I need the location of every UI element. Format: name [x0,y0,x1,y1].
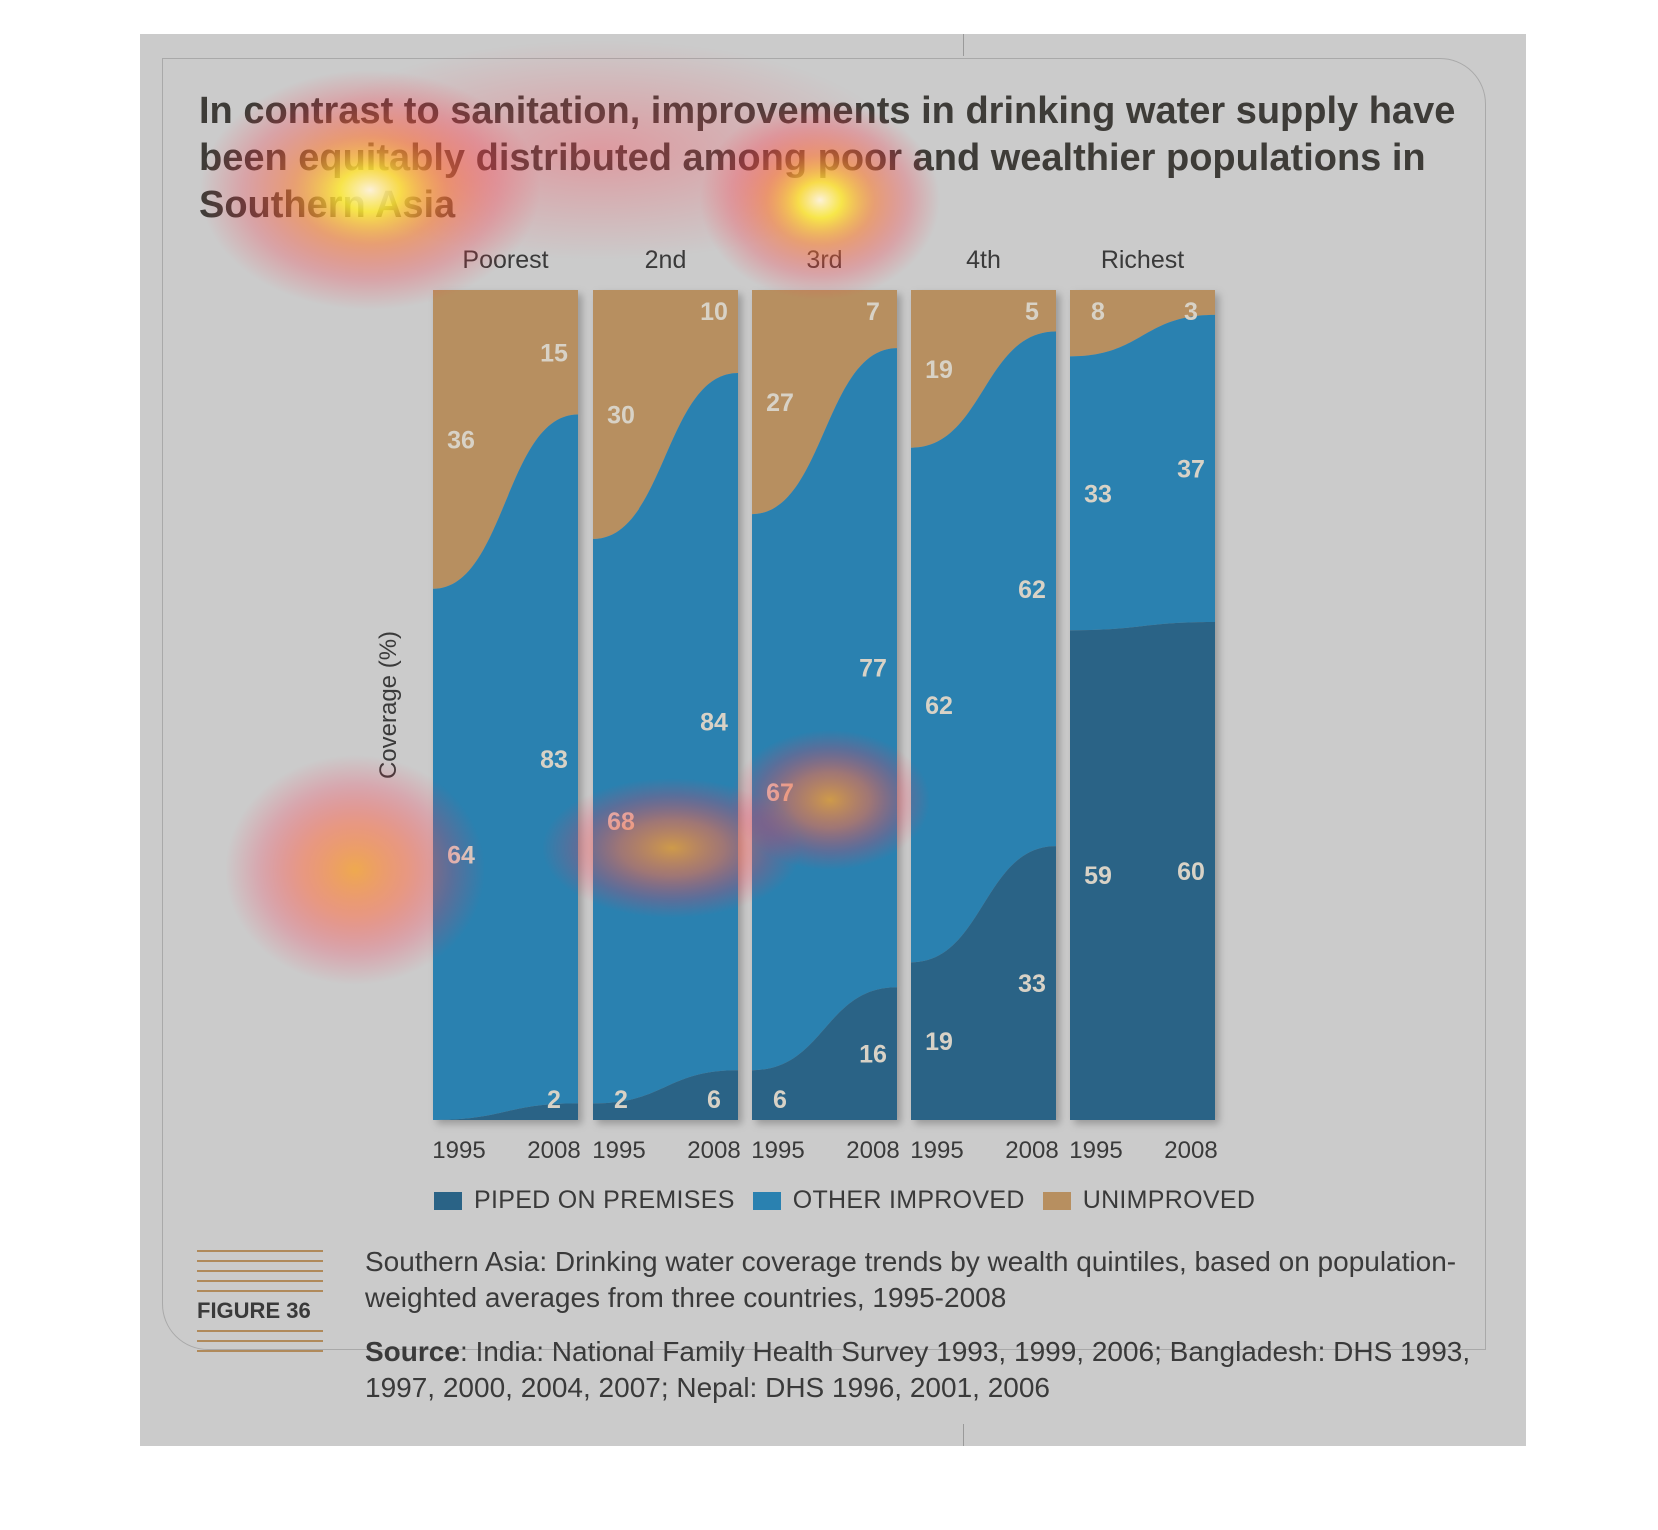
value-unimproved-4th-2008: 5 [1025,298,1039,326]
group-label-4th: 4th [966,246,1001,274]
value-unimproved-2nd-1995: 30 [607,402,635,430]
legend-item-piped: PIPED ON PREMISES [434,1186,735,1215]
value-piped-richest-2008: 60 [1177,858,1205,886]
value-other-richest-1995: 33 [1084,480,1112,508]
figure-number-block: FIGURE 36 [197,1250,323,1360]
area-unimproved-2nd [593,290,738,539]
legend-label-other: OTHER IMPROVED [792,1186,1025,1214]
value-piped-4th-2008: 33 [1018,970,1046,998]
value-unimproved-4th-1995: 19 [925,356,953,384]
legend-item-unimproved: UNIMPROVED [1042,1186,1256,1215]
year-label-3rd-2008: 2008 [846,1137,899,1164]
value-unimproved-richest-1995: 8 [1091,298,1105,326]
year-label-2nd-1995: 1995 [592,1137,645,1164]
group-label-2nd: 2nd [645,246,687,274]
value-other-2nd-2008: 84 [700,709,728,737]
year-label-richest-2008: 2008 [1164,1137,1217,1164]
group-label-richest: Richest [1101,246,1184,274]
year-label-poorest-2008: 2008 [527,1137,580,1164]
year-label-4th-1995: 1995 [910,1137,963,1164]
value-other-4th-2008: 62 [1018,576,1046,604]
value-other-2nd-1995: 68 [607,808,635,836]
value-unimproved-3rd-2008: 7 [866,298,880,326]
source-text: : India: National Family Health Survey 1… [365,1336,1471,1403]
legend-swatch-other [752,1191,781,1210]
value-unimproved-poorest-2008: 15 [540,339,568,367]
year-label-poorest-1995: 1995 [432,1137,485,1164]
area-piped-2nd [593,1070,738,1120]
fold-line-top [963,34,964,56]
value-piped-3rd-1995: 6 [773,1086,787,1114]
area-piped-richest [1070,622,1215,1120]
area-other-4th [911,331,1056,963]
value-other-4th-1995: 62 [925,692,953,720]
value-other-poorest-2008: 83 [540,746,568,774]
year-label-4th-2008: 2008 [1005,1137,1058,1164]
value-other-3rd-2008: 77 [859,655,887,683]
legend-swatch-piped [434,1191,462,1210]
area-piped-poorest [433,1103,578,1120]
area-other-2nd [593,373,738,1104]
value-piped-2nd-2008: 6 [707,1086,721,1114]
group-label-3rd: 3rd [806,246,842,274]
year-label-richest-1995: 1995 [1069,1137,1122,1164]
year-label-3rd-1995: 1995 [751,1137,804,1164]
value-piped-2nd-1995: 2 [614,1086,628,1114]
year-label-2nd-2008: 2008 [687,1137,740,1164]
figure-number: FIGURE 36 [197,1298,323,1324]
value-unimproved-2nd-2008: 10 [700,298,728,326]
value-unimproved-richest-2008: 3 [1184,298,1198,326]
value-other-3rd-1995: 67 [766,779,794,807]
area-unimproved-3rd [752,290,897,515]
value-other-richest-2008: 37 [1177,455,1205,483]
value-unimproved-poorest-1995: 36 [447,426,475,454]
value-piped-richest-1995: 59 [1084,862,1112,890]
group-label-poorest: Poorest [462,246,548,274]
legend-swatch-unimproved [1042,1191,1071,1210]
figure-source: Source: India: National Family Health Su… [365,1334,1485,1406]
source-label: Source [365,1336,460,1367]
value-other-poorest-1995: 64 [447,841,475,869]
legend-label-unimproved: UNIMPROVED [1082,1186,1256,1214]
y-axis-label: Coverage (%) [375,631,402,779]
value-piped-4th-1995: 19 [925,1028,953,1056]
value-piped-3rd-2008: 16 [859,1041,887,1069]
chart-legend: PIPED ON PREMISES OTHER IMPROVED UNIMPRO… [434,1186,1255,1215]
value-unimproved-3rd-1995: 27 [766,389,794,417]
area-piped-4th [911,846,1056,1120]
fold-line-bottom [963,1424,964,1446]
area-unimproved-poorest [433,290,578,589]
value-piped-poorest-2008: 2 [547,1086,561,1114]
area-piped-3rd [752,987,897,1120]
legend-item-other: OTHER IMPROVED [752,1186,1025,1215]
area-unimproved-4th [911,290,1056,448]
area-unimproved-richest [1070,290,1215,357]
area-other-richest [1070,314,1215,631]
legend-label-piped: PIPED ON PREMISES [474,1186,735,1214]
figure-caption: Southern Asia: Drinking water coverage t… [365,1246,1457,1313]
